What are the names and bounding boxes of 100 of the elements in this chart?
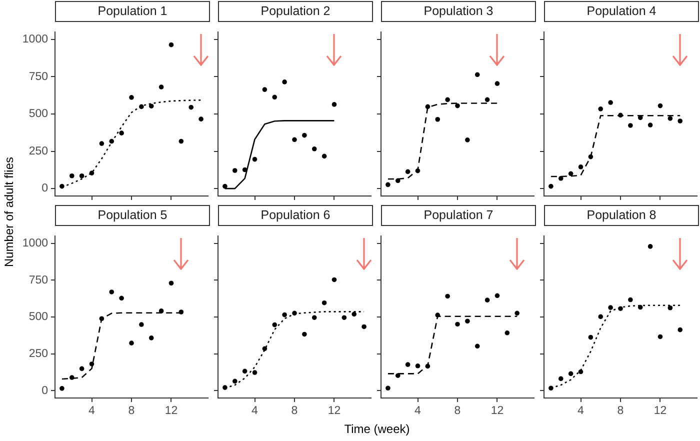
point: [139, 104, 144, 110]
point: [658, 103, 663, 108]
x-tick-label: 4: [252, 405, 259, 418]
chart-title: Population 2: [218, 1, 373, 22]
point: [312, 315, 317, 320]
point: [514, 310, 520, 316]
point: [188, 104, 194, 110]
y-tick-label: 0: [42, 182, 48, 195]
y-tick-label: 750: [28, 70, 48, 83]
point: [648, 122, 653, 128]
point: [242, 167, 248, 172]
y-tick-label: 500: [28, 311, 48, 324]
chart-title: Population 8: [544, 205, 699, 226]
y-tick-label: 0: [42, 384, 48, 397]
point: [386, 182, 390, 188]
point: [292, 137, 297, 142]
point: [608, 305, 613, 310]
point: [198, 116, 204, 122]
point: [302, 132, 307, 138]
y-tick-label: 250: [28, 145, 48, 158]
point: [558, 376, 564, 382]
point: [628, 123, 633, 128]
point: [60, 184, 64, 189]
point: [504, 330, 510, 336]
y-tick-label: 250: [28, 348, 48, 360]
point: [79, 173, 84, 178]
point: [465, 138, 470, 142]
chart-title: Population 1: [55, 1, 210, 22]
x-tick-label: 8: [128, 405, 135, 418]
point: [129, 340, 134, 346]
chart-title: Population 6: [218, 205, 373, 226]
point: [638, 304, 643, 310]
point: [79, 366, 84, 372]
point: [678, 327, 683, 332]
point: [425, 364, 430, 369]
x-tick-label: 4: [88, 405, 96, 418]
point: [395, 373, 400, 378]
chart-title: Population 4: [544, 1, 699, 22]
point: [332, 277, 337, 282]
point: [484, 97, 490, 102]
point: [119, 296, 124, 301]
point: [322, 300, 327, 306]
point: [598, 314, 604, 320]
point: [568, 171, 574, 176]
point: [415, 168, 420, 174]
point: [99, 316, 104, 322]
point: [89, 170, 94, 176]
point: [668, 305, 673, 310]
point: [89, 362, 94, 366]
point: [608, 100, 613, 105]
point: [322, 154, 327, 159]
point: [312, 146, 317, 152]
point: [158, 84, 164, 90]
point: [178, 310, 184, 314]
point: [139, 322, 144, 327]
point: [548, 386, 554, 391]
point: [222, 385, 228, 390]
point: [578, 369, 584, 374]
point: [362, 324, 366, 330]
point: [494, 81, 500, 86]
point: [168, 42, 174, 48]
point: [474, 344, 480, 349]
point: [455, 103, 460, 108]
point: [588, 154, 594, 160]
point: [342, 315, 347, 320]
point: [272, 94, 278, 100]
x-tick-label: 12: [328, 405, 341, 418]
point: [598, 106, 604, 112]
point: [109, 138, 114, 144]
point: [158, 308, 164, 314]
point: [222, 184, 228, 189]
point: [332, 102, 337, 107]
point: [99, 141, 104, 146]
point: [405, 362, 410, 367]
point: [425, 104, 430, 110]
chart-title: Population 7: [381, 205, 536, 226]
point: [262, 87, 268, 92]
point: [69, 375, 74, 380]
point: [548, 184, 554, 189]
point: [455, 322, 460, 327]
text: Time (week): [344, 422, 410, 436]
point: [588, 334, 594, 340]
x-tick-label: 8: [617, 405, 624, 418]
point: [282, 312, 287, 318]
point: [445, 294, 450, 299]
point: [494, 293, 500, 298]
point: [678, 118, 683, 124]
text: Number of adult flies: [2, 156, 16, 268]
point: [252, 156, 258, 162]
x-tick-label: 8: [454, 405, 461, 418]
point: [484, 298, 490, 302]
point: [658, 334, 663, 340]
point: [119, 130, 124, 136]
point: [628, 297, 633, 302]
point: [148, 104, 154, 108]
x-tick-label: 4: [414, 405, 422, 418]
point: [252, 370, 258, 375]
y-tick-label: 1000: [22, 238, 48, 250]
x-tick-label: 4: [578, 405, 585, 418]
x-tick-label: 12: [490, 405, 504, 418]
